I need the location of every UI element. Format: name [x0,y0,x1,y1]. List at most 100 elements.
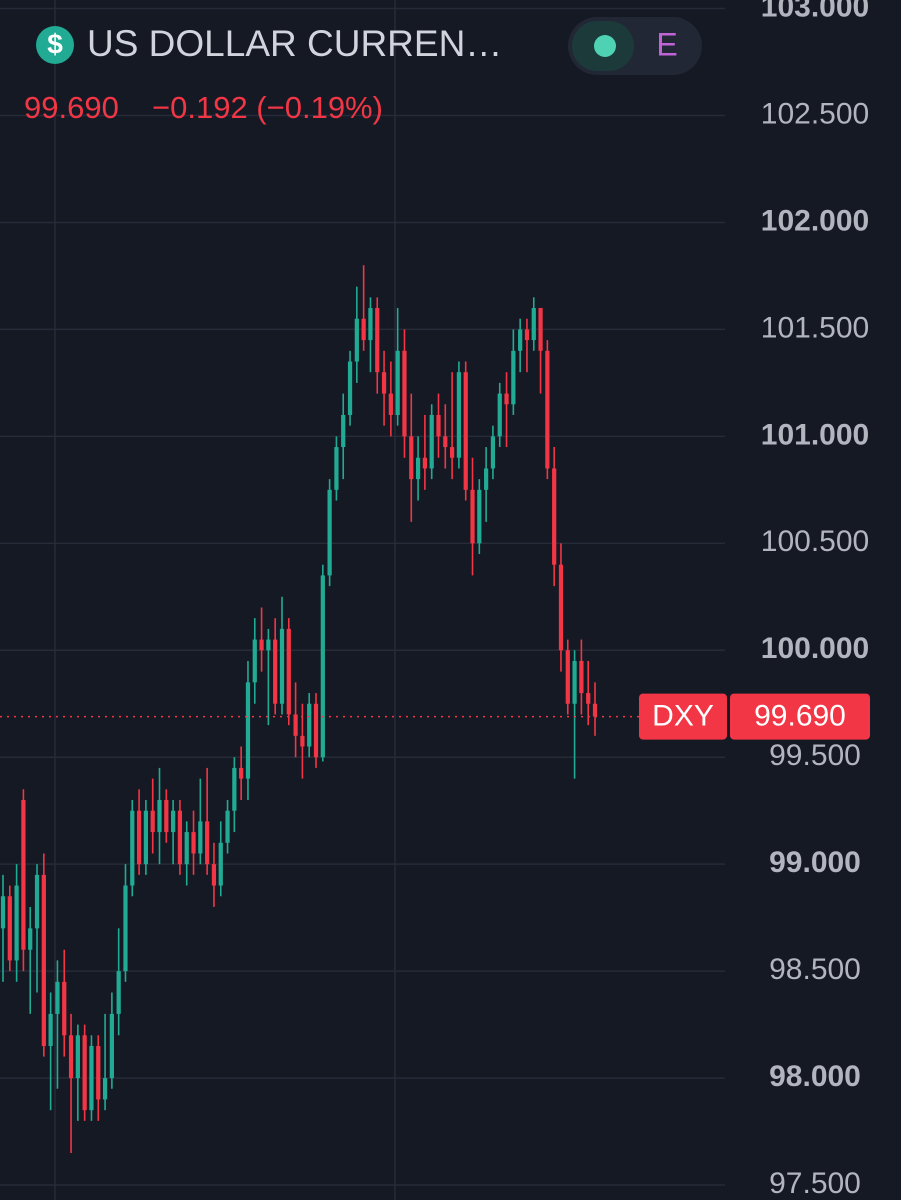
candle-body [75,1035,80,1079]
candle-body [300,735,305,747]
y-tick-label: 101.000 [761,418,869,451]
candle-body [592,703,598,717]
candle-body [395,350,400,415]
candles [0,265,598,1153]
candle-body [239,767,244,779]
candle-body [218,842,223,886]
candle-body [443,436,448,448]
candle-body [116,971,121,1014]
y-tick-label: 103.000 [761,0,869,23]
candle-body [320,575,325,758]
candle-body [518,329,523,351]
candle-body [497,393,502,437]
candle-body [449,447,455,458]
candle-body [341,414,346,448]
candle-body [245,682,251,779]
candle-body [307,703,312,747]
icon-symbol: $ [47,28,63,59]
candle-body [586,693,591,704]
candle-body [409,436,414,480]
candle-body [313,703,319,758]
candle-body [273,639,278,704]
candle-body [422,457,427,469]
y-tick-label: 98.000 [769,1060,861,1093]
candle-body [62,981,67,1036]
candle-body [252,639,257,683]
last-price: 99.690 [24,90,119,125]
candle-body [0,896,6,929]
candle-body [490,436,496,469]
candle-body [511,350,516,405]
candle-body [504,393,509,405]
candle-body [55,981,60,1014]
candle-body [232,767,237,811]
candle-body [96,1045,101,1100]
candle-body [286,628,291,715]
candle-body [572,660,577,704]
candle-body [102,1078,108,1100]
candle-body [177,810,183,865]
candle-body [565,650,570,704]
candle-body [470,489,475,544]
candle-body [538,308,543,351]
candle-body [361,318,366,341]
candle-body [225,810,230,843]
candle-body [293,714,298,736]
y-tick-label: 100.500 [761,525,869,558]
candle-body [524,329,530,341]
candle-body [143,810,149,865]
candle-body [184,832,189,865]
candle-body [456,372,462,458]
e-button[interactable]: E [656,26,677,62]
y-tick-label: 100.000 [761,632,869,665]
y-axis: 97.500 98.000 98.500 99.000 99.500 100.000 100… [0,0,870,1200]
overlay: $ US DOLLAR CURREN… E 99.690 −0.192 (−0.… [24,17,702,125]
candle-body [429,414,434,469]
candle-body [347,361,353,415]
candle-body [164,800,169,833]
candle-body [375,308,380,373]
candle-body [130,810,135,886]
candle-body [123,885,128,972]
price-change: −0.192 (−0.19%) [152,90,383,125]
candle-body [198,821,203,854]
candle-body [191,832,196,854]
y-tick-label: 101.500 [761,311,869,344]
candle-body [381,372,387,394]
candle-body [552,468,557,565]
candle-body [558,564,564,651]
candle-body [89,1045,94,1111]
candle-body [259,639,264,651]
symbol-badge [639,693,727,740]
chart-title: US DOLLAR CURREN… [87,23,502,64]
candle-body [41,874,46,1046]
candle-body [48,1013,53,1046]
candle-body [579,660,584,694]
candle-body [68,1035,74,1079]
candle-body [171,810,176,833]
y-tick-label: 98.500 [769,953,861,986]
price-badge [730,693,870,740]
candle-body [266,639,271,651]
candle-body [327,489,332,576]
candle-body [463,372,468,490]
candle-body [28,928,33,950]
candle-body [279,628,285,704]
candle-body [477,489,482,544]
y-tick-label: 99.000 [769,846,861,879]
candle-body [205,821,210,865]
candle-body [531,308,536,341]
candle-body [415,457,421,480]
y-tick-label: 99.500 [769,739,861,772]
candle-body [136,810,142,865]
candle-body [402,350,407,437]
candle-body [157,800,162,833]
candle-body [354,318,359,362]
candle-body [545,350,550,469]
candle-body [150,810,155,833]
candle-body [368,308,373,341]
candle-body [14,885,19,961]
y-tick-label: 102.000 [761,204,869,237]
